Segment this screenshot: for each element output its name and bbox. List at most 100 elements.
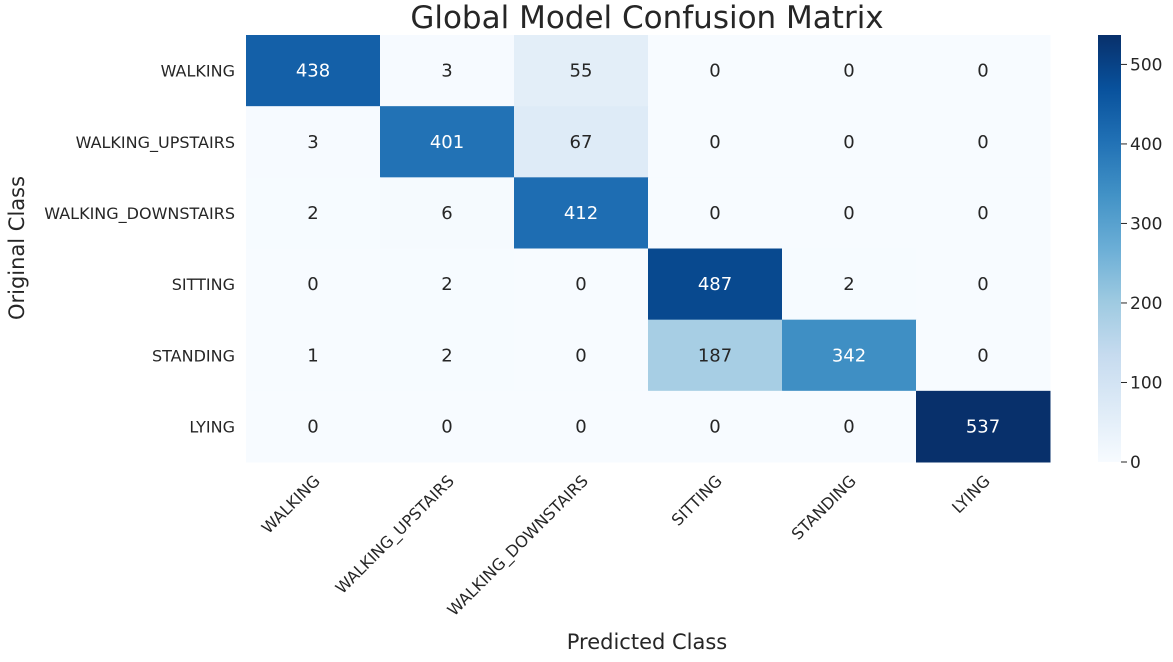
heatmap-cell [514,248,649,321]
heatmap-cell [380,390,515,463]
heatmap-cell [782,35,917,107]
cell-value-label: 0 [575,274,586,295]
cell-value-label: 2 [441,274,452,295]
colorbar-tick-label: 300 [1130,214,1162,234]
cell-value-label: 0 [441,416,452,437]
cell-value-label: 0 [977,61,988,82]
cell-value-label: 0 [843,203,854,224]
cell-value-label: 6 [441,203,452,224]
cell-value-labels: 438 3 55 0 0 0 3 401 67 0 0 0 2 6 412 0 0 0 0 2 0 487 2 0 1 2 0 187… [296,61,1000,438]
cell-value-label: 0 [575,416,586,437]
colorbar-tick-label: 400 [1130,135,1162,155]
heatmap-cell [648,106,783,178]
chart-title: Global Model Confusion Matrix [410,0,883,36]
x-tick-label: LYING [948,471,994,517]
cell-value-label: 187 [698,345,732,366]
cell-value-label: 2 [843,274,854,295]
heatmap-cell [916,248,1051,321]
cell-value-label: 537 [966,416,1000,437]
heatmap-cell [916,319,1051,392]
cell-value-label: 0 [843,132,854,153]
heatmap-cell [380,106,515,178]
heatmap-cell [380,35,515,107]
heatmap-cell [514,177,649,249]
cell-value-label: 342 [832,345,866,366]
x-tick-label: WALKING [258,471,324,537]
heatmap-cell [380,319,515,392]
heatmap-cell [782,106,917,178]
cell-value-label: 401 [430,132,464,153]
y-tick-label: LYING [189,417,235,436]
heatmap-cell [916,35,1051,107]
cell-value-label: 0 [843,61,854,82]
heatmap-cell [514,35,649,107]
cell-value-label: 487 [698,274,732,295]
cell-value-label: 0 [307,416,318,437]
heatmap-cell [648,177,783,249]
y-tick-label: WALKING [161,62,235,81]
colorbar-tick-label: 500 [1130,55,1162,75]
cell-value-label: 0 [843,416,854,437]
x-axis-tick-labels: WALKING WALKING_UPSTAIRSWALKING_DOWNSTAIR… [258,471,994,620]
heatmap-cell [916,106,1051,178]
heatmap-cell [648,248,783,321]
y-tick-label: WALKING_UPSTAIRS [76,133,235,153]
cell-value-label: 0 [709,416,720,437]
heatmap-cell [246,106,381,178]
cell-value-label: 2 [307,203,318,224]
heatmap-cell [782,248,917,321]
y-tick-label: SITTING [172,275,235,294]
x-tick-label: STANDING [788,471,860,543]
cell-value-label: 438 [296,61,330,82]
heatmap-cell [782,319,917,392]
y-tick-label: WALKING_DOWNSTAIRS [44,204,235,224]
colorbar-tick-label: 200 [1130,294,1162,314]
x-tick-label: WALKING_DOWNSTAIRS [444,471,593,620]
heatmap-cell [514,319,649,392]
cell-value-label: 3 [441,61,452,82]
cell-value-label: 0 [709,61,720,82]
cell-value-label: 0 [709,203,720,224]
heatmap-cells [246,35,1051,463]
heatmap-cell [916,390,1051,463]
colorbar [1098,35,1121,462]
heatmap-cell [380,177,515,249]
heatmap-cell [246,248,381,321]
heatmap-cell [648,390,783,463]
heatmap-cell [246,390,381,463]
heatmap-cell [514,390,649,463]
colorbar-ticks: 0 100 200 300 400 500 [1121,55,1162,473]
heatmap-cell [648,35,783,107]
y-axis-title: Original Class [5,176,29,320]
cell-value-label: 67 [570,132,593,153]
cell-value-label: 0 [977,345,988,366]
cell-value-label: 0 [977,274,988,295]
colorbar-tick-label: 100 [1130,373,1162,393]
heatmap-cell [916,177,1051,249]
x-axis-title: Predicted Class [567,630,728,654]
heatmap-cell [648,319,783,392]
cell-value-label: 2 [441,345,452,366]
cell-value-label: 0 [977,203,988,224]
cell-value-label: 55 [570,61,593,82]
cell-value-label: 0 [575,345,586,366]
cell-value-label: 3 [307,132,318,153]
colorbar-tick-label: 0 [1130,453,1141,473]
cell-value-label: 0 [307,274,318,295]
x-tick-label: SITTING [668,471,726,529]
cell-value-label: 1 [307,345,318,366]
heatmap-cell [246,35,381,107]
x-tick-label: WALKING_UPSTAIRS [332,471,459,598]
heatmap-cell [246,177,381,249]
heatmap-cell [380,248,515,321]
y-tick-label: STANDING [152,346,235,365]
cell-value-label: 0 [709,132,720,153]
y-axis-tick-labels: WALKING WALKING_UPSTAIRS WALKING_DOWNSTAIR… [44,62,235,437]
heatmap-cell [782,390,917,463]
heatmap-cell [514,106,649,178]
heatmap-cell [782,177,917,249]
cell-value-label: 0 [977,132,988,153]
cell-value-label: 412 [564,203,598,224]
heatmap-cell [246,319,381,392]
